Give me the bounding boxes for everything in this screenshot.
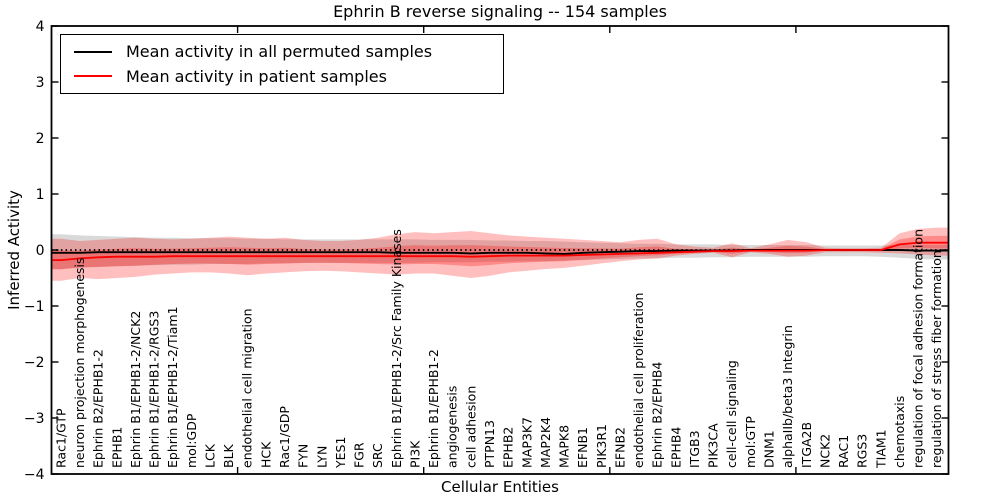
x-category-label: MAP2K4	[538, 417, 553, 468]
legend-item-permuted: Mean activity in all permuted samples	[61, 42, 503, 61]
x-category-label: Rac1/GDP	[277, 406, 292, 468]
y-tick-label: 4	[36, 19, 45, 35]
x-category-label: PIK3R1	[594, 424, 609, 468]
y-tick-label: 2	[36, 131, 45, 147]
legend-item-patient: Mean activity in patient samples	[61, 67, 503, 86]
x-category-label: FYN	[296, 444, 311, 468]
x-category-label: LYN	[314, 446, 329, 468]
x-category-label: LCK	[203, 443, 218, 468]
x-category-label: cell-cell signaling	[724, 360, 739, 468]
patient-std-band-outer	[51, 227, 949, 281]
legend-label: Mean activity in all permuted samples	[126, 42, 433, 62]
x-category-label: RGS3	[855, 434, 870, 468]
x-category-label: regulation of focal adhesion formation	[911, 229, 926, 468]
x-category-label: Ephrin B1/EPHB1-2/RGS3	[147, 311, 162, 468]
x-category-label: Ephrin B1/EPHB1-2/NCK2	[128, 311, 143, 468]
y-tick-label: −3	[24, 411, 45, 427]
x-category-label: mol:GTP	[743, 416, 758, 468]
x-category-label: Ephrin B2/EPHB4	[650, 362, 665, 468]
x-category-label: cell adhesion	[463, 386, 478, 468]
x-category-label: EPHB1	[109, 427, 124, 468]
x-category-label: PIK3CA	[706, 423, 721, 468]
x-category-label: FGR	[352, 442, 367, 468]
x-category-label: chemotaxis	[892, 396, 907, 468]
x-category-label: SRC	[370, 443, 385, 468]
x-category-label: Ephrin B1/EPHB1-2/Tiam1	[165, 306, 180, 468]
x-category-label: endothelial cell migration	[240, 308, 255, 468]
y-tick-label: −4	[24, 467, 45, 483]
x-category-label: PTPN13	[482, 420, 497, 468]
x-category-label: neuron projection morphogenesis	[72, 257, 87, 468]
x-category-label: Ephrin B1/EPHB1-2/Src Family Kinases	[389, 229, 404, 468]
chart-title: Ephrin B reverse signaling -- 154 sample…	[333, 2, 667, 21]
x-category-label: MAPK8	[557, 425, 572, 468]
x-category-label: YES1	[333, 437, 348, 469]
x-category-label: EPHB2	[501, 427, 516, 468]
x-category-label: endothelial cell proliferation	[631, 293, 646, 468]
x-category-label: alphaIIb/beta3 Integrin	[780, 325, 795, 468]
permuted-line-sample	[74, 50, 112, 53]
x-category-label: ITGA2B	[799, 422, 814, 468]
x-category-label: ITGB3	[687, 430, 702, 468]
x-category-label: EFNB2	[612, 427, 627, 468]
x-category-label: BLK	[221, 443, 236, 468]
y-tick-label: −2	[24, 355, 45, 371]
permuted-std-band	[51, 234, 949, 269]
x-category-label: EPHB4	[668, 427, 683, 468]
x-category-label: EFNB1	[575, 427, 590, 468]
x-category-label: NCK2	[817, 434, 832, 468]
y-tick-label: −1	[24, 299, 45, 315]
y-tick-label: 1	[36, 187, 45, 203]
legend: Mean activity in all permuted samples Me…	[60, 34, 504, 94]
x-category-label: mol:GDP	[184, 413, 199, 468]
x-category-label: TIAM1	[873, 429, 888, 469]
patient-line-sample	[74, 75, 112, 78]
x-category-label: RAC1	[836, 435, 851, 468]
y-axis-label: Inferred Activity	[5, 190, 23, 310]
x-category-label: DNM1	[762, 430, 777, 468]
y-tick-label: 3	[36, 75, 45, 91]
x-category-label: Ephrin B1/EPHB1-2	[426, 349, 441, 468]
x-category-label: MAP3K7	[519, 417, 534, 468]
patient-mean-line	[51, 241, 949, 262]
x-category-label: Ephrin B2/EPHB1-2	[91, 349, 106, 468]
x-category-label: HCK	[258, 441, 273, 468]
x-category-label: angiogenesis	[445, 386, 460, 468]
legend-label: Mean activity in patient samples	[126, 66, 387, 86]
x-category-label: regulation of stress fiber formation	[929, 250, 944, 468]
x-axis-label: Cellular Entities	[441, 478, 559, 496]
x-category-label: PI3K	[407, 440, 422, 468]
y-tick-label: 0	[36, 243, 45, 259]
x-category-label: Rac1/GTP	[53, 408, 68, 468]
